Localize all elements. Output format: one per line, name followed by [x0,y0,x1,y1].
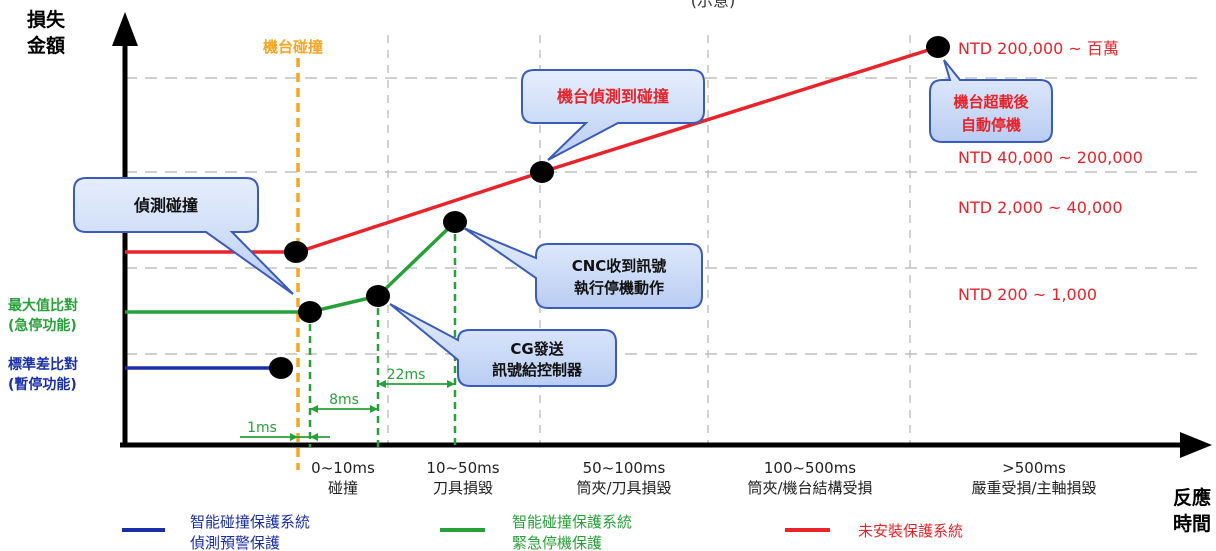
time-band-range: 0~10ms [311,459,375,477]
point-cnc-stop [443,211,467,233]
svg-text:偵測碰撞: 偵測碰撞 [133,196,198,215]
blue-level-label-line1: 標準差比對 [8,356,78,373]
interval-22ms: 22ms [378,367,455,388]
svg-text:CG發送: CG發送 [510,340,564,358]
red-no-protection-line [125,45,939,254]
green-dashed-verticals [308,222,457,447]
legend-item-blue: 智能碰撞保護系統 偵測預警保護 [122,513,310,551]
green-level-label-line1: 最大值比對 [8,297,78,314]
interval-22ms-label: 22ms [387,367,426,383]
time-band-range: 10~50ms [426,459,499,477]
y-axis-label-line2: 金額 [26,34,65,57]
point-red-start [284,241,308,263]
time-band-range: >500ms [1002,459,1066,477]
event-points [269,36,950,379]
svg-text:智能碰撞保護系統: 智能碰撞保護系統 [190,513,310,531]
cost-band-label: NTD 40,000 ~ 200,000 [958,148,1143,167]
time-band-desc: 碰撞 [328,479,358,497]
interval-1ms-label: 1ms [247,420,277,436]
point-overload [926,36,950,58]
green-emergency-stop-line [125,220,457,314]
x-axis-label-line2: 時間 [1173,513,1211,535]
y-axis [112,12,138,445]
time-band-range: 50~100ms [583,459,666,477]
legend: 智能碰撞保護系統 偵測預警保護 智能碰撞保護系統 緊急停機保護 未安裝保護系統 [122,513,963,551]
svg-text:偵測預警保護: 偵測預警保護 [190,534,280,551]
svg-text:CNC收到訊號: CNC收到訊號 [572,257,667,275]
point-blue-warning [269,357,293,379]
legend-item-green: 智能碰撞保護系統 緊急停機保護 [440,513,632,551]
interval-1ms: 1ms [240,420,330,441]
point-green-detect [298,301,322,323]
time-band-desc: 刀具損毀 [433,479,493,497]
collision-marker-label: 機台碰撞 [263,38,323,56]
cost-band-label: NTD 2,000 ~ 40,000 [958,198,1123,217]
time-band-range: 100~500ms [764,459,856,477]
svg-text:自動停機: 自動停機 [961,116,1021,134]
point-machine-detect [530,161,554,183]
svg-text:執行停機動作: 執行停機動作 [574,279,664,297]
interval-8ms-label: 8ms [329,392,359,408]
svg-text:未安裝保護系統: 未安裝保護系統 [858,522,963,540]
cost-band-label: NTD 200,000 ~ 百萬 [958,39,1119,58]
legend-item-red: 未安裝保護系統 [785,522,963,540]
svg-text:機台超載後: 機台超載後 [953,93,1029,111]
callout-machine-detect: 機台偵測到碰撞 [521,69,705,161]
point-cg-send [366,285,390,307]
x-axis [120,432,1212,458]
callout-detect-collision: 偵測碰撞 [73,177,294,295]
blue-level-label-line2: (暫停功能) [8,376,77,393]
x-axis-label-line1: 反應 [1173,486,1211,509]
svg-text:智能碰撞保護系統: 智能碰撞保護系統 [512,513,632,531]
green-level-label-line2: (急停功能) [8,317,77,334]
interval-8ms: 8ms [310,392,378,413]
time-band-desc: 筒夾/刀具損毀 [576,479,671,497]
top-partial-label: (示意) [691,0,736,10]
callout-cg-send: CG發送 訊號給控制器 [389,303,617,387]
y-axis-label-line1: 損失 [27,8,66,31]
cost-band-label: NTD 200 ~ 1,000 [958,285,1097,304]
callout-cnc-stop: CNC收到訊號 執行停機動作 [463,227,703,309]
svg-text:訊號給控制器: 訊號給控制器 [492,361,583,379]
time-band-desc: 嚴重受損/主軸損毀 [971,479,1096,497]
svg-text:機台偵測到碰撞: 機台偵測到碰撞 [557,87,669,106]
callout-overload-stop: 機台超載後 自動停機 [929,59,1053,143]
svg-text:緊急停機保護: 緊急停機保護 [512,534,602,551]
time-band-desc: 筒夾/機台結構受損 [747,479,872,497]
